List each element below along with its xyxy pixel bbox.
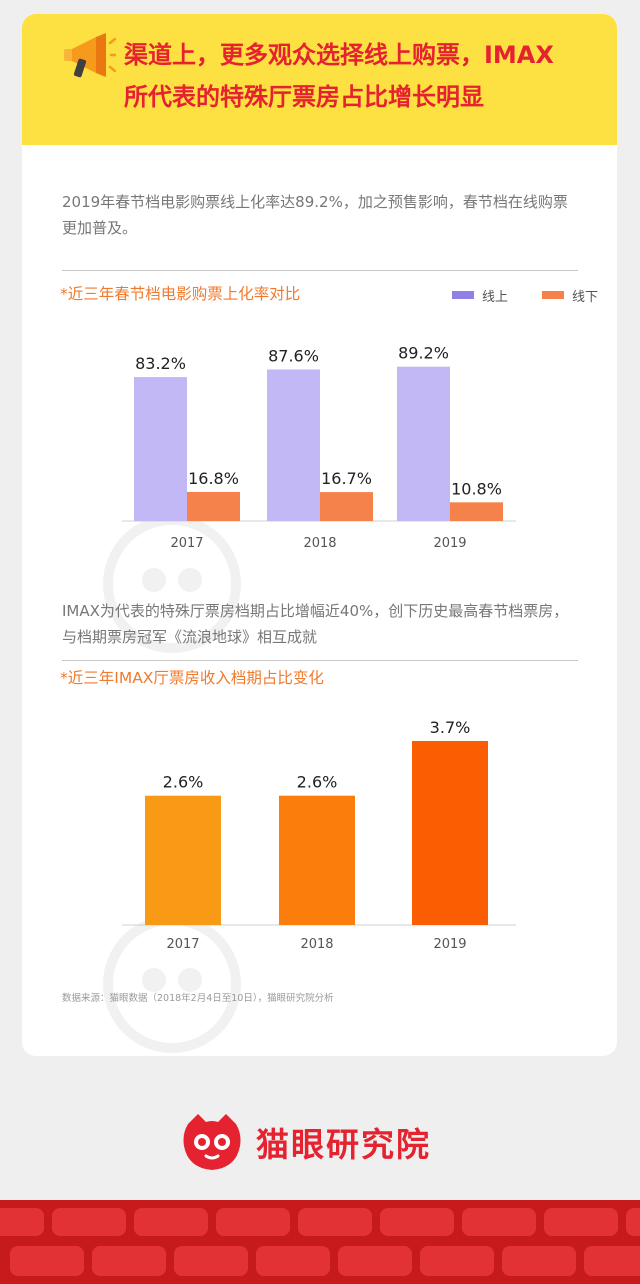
- tick-label-2017: 2017: [166, 937, 199, 952]
- tick-label-2018: 2018: [303, 536, 336, 551]
- page-title: 渠道上，更多观众选择线上购票，IMAX 所代表的特殊厅票房占比增长明显: [124, 34, 604, 118]
- section1-text: 2019年春节档电影购票线上化率达89.2%，加之预售影响，春节档在线购票更加普…: [62, 193, 568, 237]
- divider: [62, 660, 578, 661]
- brand-logo: 猫眼研究院: [180, 1110, 470, 1174]
- data-label-imax-2018: 2.6%: [297, 773, 338, 792]
- chart1-title: *近三年春节档电影购票上化率对比: [60, 285, 301, 303]
- bar-imax-2019: [412, 741, 488, 925]
- brand-name: 猫眼研究院: [256, 1125, 431, 1164]
- tick-label-2017: 2017: [170, 536, 203, 551]
- bar-offline-2017: [187, 491, 240, 521]
- legend-label-offline: 线下: [572, 289, 599, 305]
- bar-imax-2018: [279, 795, 355, 925]
- bar-offline-2019: [450, 502, 503, 521]
- bar-online-2017: [134, 377, 187, 521]
- title-line-1: 渠道上，更多观众选择线上购票，IMAX: [124, 41, 554, 69]
- bar-offline-2018: [320, 492, 373, 521]
- tick-label-2018: 2018: [300, 937, 333, 952]
- tick-label-2019: 2019: [433, 536, 466, 551]
- section2-text: IMAX为代表的特殊厅票房档期占比增幅近40%，创下历史最高春节档票房，与档期票…: [62, 602, 569, 646]
- legend-swatch-offline: [542, 291, 565, 299]
- tick-label-2019: 2019: [433, 937, 466, 952]
- divider: [62, 270, 578, 271]
- chart1-online-rate: 83.2% 16.8% 2017 87.6% 16.7% 2018 89.2% 10.8% 20…: [122, 344, 516, 551]
- data-label-offline-2017: 16.8%: [188, 469, 239, 488]
- title-line-2: 所代表的特殊厅票房占比增长明显: [124, 83, 484, 111]
- data-label-online-2018: 87.6%: [268, 346, 319, 365]
- content-card: 渠道上，更多观众选择线上购票，IMAX 所代表的特殊厅票房占比增长明显 2019…: [22, 14, 617, 1056]
- data-label-imax-2019: 3.7%: [430, 718, 471, 737]
- chart2-imax-share: 2.6% 2017 2.6% 2018 3.7% 2019: [122, 718, 516, 952]
- bar-imax-2017: [145, 795, 221, 925]
- data-label-offline-2019: 10.8%: [451, 479, 502, 498]
- chart2-title: *近三年IMAX厅票房收入档期占比变化: [60, 669, 324, 687]
- bar-online-2019: [397, 366, 450, 521]
- data-label-online-2017: 83.2%: [135, 354, 186, 373]
- legend-swatch-online: [452, 291, 474, 299]
- legend-label-online: 线上: [482, 289, 509, 305]
- header-banner: 渠道上，更多观众选择线上购票，IMAX 所代表的特殊厅票房占比增长明显: [22, 14, 617, 145]
- cat-logo-icon: [183, 1114, 241, 1170]
- data-label-online-2019: 89.2%: [398, 344, 449, 363]
- data-source-note: 数据来源：猫眼数据（2018年2月4日至10日），猫眼研究院分析: [62, 993, 334, 1004]
- data-label-imax-2017: 2.6%: [163, 773, 204, 792]
- bar-online-2018: [267, 369, 320, 521]
- data-label-offline-2018: 16.7%: [321, 469, 372, 488]
- cinema-seats-decoration: [0, 1200, 640, 1284]
- megaphone-icon: [64, 33, 116, 78]
- chart1-legend: 线上 线下: [452, 286, 599, 305]
